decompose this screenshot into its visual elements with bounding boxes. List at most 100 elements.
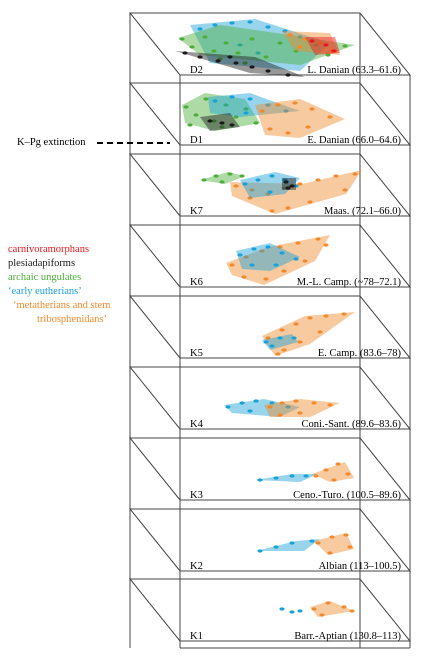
- metatherians-point: [307, 316, 313, 320]
- metatherians-point: [293, 399, 299, 403]
- carnivoramorphans-point: [331, 49, 337, 53]
- archaic-ungulates-point: [201, 178, 207, 182]
- metatherians-point: [249, 188, 255, 192]
- early-eutherians-point: [279, 251, 285, 255]
- metatherians-point: [327, 115, 333, 119]
- metatherians-point: [311, 401, 317, 405]
- layer-k1: K1 Barr.-Aptian (130.8–113): [128, 578, 412, 642]
- metatherians-point: [297, 340, 303, 344]
- early-eutherians-point: [197, 27, 203, 31]
- plesiadapiforms-point: [227, 55, 233, 59]
- plesiadapiforms-point: [289, 184, 295, 188]
- metatherians-point: [319, 613, 325, 617]
- metatherians-point: [279, 401, 285, 405]
- metatherians-hull: [310, 601, 354, 617]
- early-eutherians-point: [285, 405, 291, 409]
- metatherians-point: [279, 328, 285, 332]
- metatherians-point: [293, 322, 299, 326]
- early-eutherians-point: [269, 344, 275, 348]
- layer-code: D2: [190, 65, 203, 76]
- layer-code: K1: [190, 631, 203, 642]
- legend-metatherians-line2: tribosphenidans’: [37, 314, 107, 325]
- layer-label: E. Danian (66.0–64.6): [307, 135, 401, 146]
- legend-carnivoramorphans: carnivoramorphans: [8, 244, 90, 255]
- early-eutherians-point: [283, 109, 289, 113]
- plesiadapiforms-point: [219, 121, 225, 125]
- archaic-ungulates-point: [179, 37, 185, 41]
- layer-label: Maas. (72.1–66.0): [324, 206, 401, 217]
- metatherians-point: [247, 196, 253, 200]
- metatherians-point: [345, 472, 351, 476]
- metatherians-point: [281, 348, 287, 352]
- early-eutherians-point: [277, 336, 283, 340]
- early-eutherians-point: [289, 474, 295, 478]
- metatherians-point: [342, 188, 348, 192]
- plesiadapiforms-hull: [175, 51, 305, 77]
- archaic-ungulates-point: [235, 51, 241, 55]
- archaic-ungulates-point: [183, 105, 189, 109]
- metatherians-point: [229, 263, 235, 267]
- metatherians-point: [267, 405, 273, 409]
- early-eutherians-point: [255, 51, 261, 55]
- early-eutherians-point: [243, 111, 249, 115]
- early-eutherians-point: [273, 476, 279, 480]
- archaic-ungulates-point: [193, 113, 199, 117]
- early-eutherians-point: [313, 43, 319, 47]
- archaic-ungulates-point: [202, 35, 208, 39]
- layer-code: K6: [190, 277, 203, 288]
- metatherians-point: [341, 605, 347, 609]
- archaic-ungulates-point: [213, 174, 219, 178]
- metatherians-point: [309, 107, 315, 111]
- early-eutherians-point: [279, 607, 285, 611]
- layer-code: K5: [190, 348, 203, 359]
- metatherians-point: [297, 182, 303, 186]
- legend-plesiadapiforms: plesiadapiforms: [8, 258, 76, 269]
- layer-d2: D2 L. Danian (63.3–61.6): [128, 12, 412, 77]
- early-eutherians-point: [237, 253, 243, 257]
- metatherians-point: [343, 533, 349, 537]
- layer-code: K3: [190, 490, 203, 501]
- early-eutherians-point: [265, 25, 271, 29]
- metatherians-point: [275, 352, 281, 356]
- early-eutherians-point: [229, 21, 235, 25]
- early-eutherians-point: [269, 174, 275, 178]
- archaic-ungulates-point: [223, 103, 229, 107]
- layer-code: K4: [190, 419, 204, 430]
- metatherians-point: [259, 109, 265, 113]
- carnivoramorphans-point: [323, 43, 329, 47]
- plesiadapiforms-point: [249, 65, 255, 69]
- metatherians-point: [323, 314, 329, 318]
- metatherians-point: [315, 237, 321, 241]
- metatherians-point: [269, 209, 275, 213]
- early-eutherians-point: [267, 190, 273, 194]
- extinction-label: K–Pg extinction: [17, 137, 86, 148]
- metatherians-point: [302, 37, 308, 41]
- archaic-ungulates-point: [211, 119, 217, 123]
- layer-label: Ceno.-Turo. (100.5–89.6): [293, 490, 401, 501]
- metatherians-point: [297, 45, 303, 49]
- layers-group: D2 L. Danian (63.3–61.6) D1 E. Danian (66.0…: [128, 12, 412, 649]
- early-eutherians-point: [289, 610, 295, 614]
- archaic-ungulates-point: [233, 115, 239, 119]
- legend-metatherians-line1: ‘metatherians and stem: [13, 300, 111, 311]
- archaic-ungulates-point: [223, 41, 229, 45]
- metatherians-point: [305, 125, 311, 129]
- early-eutherians-point: [291, 336, 297, 340]
- archaic-ungulates-point: [203, 97, 209, 101]
- metatherians-point: [327, 551, 333, 555]
- plesiadapiforms-point: [215, 59, 221, 63]
- plesiadapiforms-point: [229, 123, 235, 127]
- carnivoramorphans-point: [309, 39, 315, 43]
- metatherians-point: [302, 259, 308, 263]
- early-eutherians-point: [247, 20, 253, 24]
- early-eutherians-point: [257, 549, 263, 553]
- layer-k6: K6 M.-L. Camp. (~78–72.1): [128, 224, 412, 288]
- archaic-ungulates-point: [219, 125, 225, 129]
- metatherians-point: [327, 403, 333, 407]
- archaic-ungulates-point: [293, 49, 299, 53]
- plesiadapiforms-point: [285, 73, 291, 77]
- metatherians-hull: [262, 312, 355, 356]
- metatherians-point: [349, 609, 355, 613]
- archaic-ungulates-point: [253, 121, 259, 125]
- early-eutherians-hull: [256, 539, 320, 551]
